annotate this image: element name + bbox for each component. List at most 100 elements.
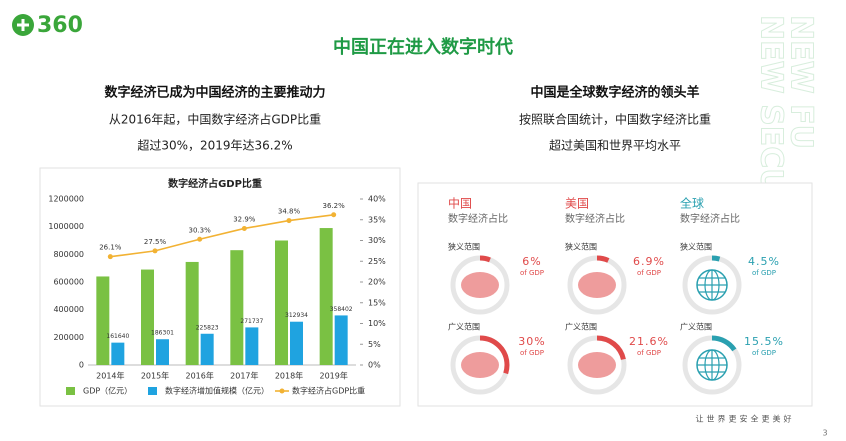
y2-tick-label: 0%: [368, 361, 381, 370]
bar: [111, 342, 125, 365]
legend-dot: [279, 388, 285, 394]
legend-swatch: [148, 387, 157, 395]
y-tick-label: 200000: [53, 333, 84, 342]
chart-frame: [39, 167, 401, 407]
legend-swatch: [66, 387, 75, 395]
line-point: [331, 212, 337, 218]
chart-title: 数字经济占GDP比重: [168, 177, 262, 190]
bar: [319, 228, 333, 365]
line-point: [241, 225, 247, 231]
scope-label: 狭义范围: [680, 242, 712, 252]
value-unit: of GDP: [637, 349, 661, 357]
map-shape: [578, 352, 616, 378]
line-point: [286, 218, 292, 224]
value-unit: of GDP: [752, 349, 776, 357]
data-label: 30.3%: [189, 226, 212, 234]
legend-label: GDP（亿元）: [83, 386, 132, 396]
slide-title: 中国正在进入数字时代: [333, 36, 513, 58]
legend-label: 数字经济占GDP比重: [292, 386, 365, 396]
line-point: [152, 248, 158, 254]
scope-label: 广义范围: [680, 322, 712, 332]
column-subtitle: 数字经济占比: [565, 212, 625, 225]
column-name: 全球: [680, 196, 704, 211]
logo-plus: [17, 19, 29, 31]
column-name: 美国: [565, 197, 589, 211]
gauge-arc: [682, 255, 742, 315]
x-tick-label: 2017年: [230, 371, 258, 381]
bar: [275, 240, 288, 365]
y-tick-label: 800000: [53, 250, 84, 259]
bar: [200, 333, 214, 365]
y2-tick-label: 15%: [368, 298, 386, 307]
bar: [230, 250, 244, 365]
y2-tick-label: 20%: [368, 278, 386, 287]
value-label: 15.5%: [744, 335, 784, 348]
scope-label: 广义范围: [448, 322, 480, 332]
data-label: 271737: [240, 318, 263, 325]
globe-lines: [697, 270, 727, 300]
map-shape: [461, 352, 499, 378]
bar: [245, 327, 259, 365]
left-heading: 数字经济已成为中国经济的主要推动力: [104, 85, 325, 101]
footer-slogan: 让世界更安全更美好: [696, 414, 795, 424]
x-tick-label: 2019年: [319, 371, 347, 381]
value-unit: of GDP: [520, 269, 544, 277]
gauge-arc: [450, 255, 510, 315]
right-heading: 中国是全球数字经济的领头羊: [530, 85, 699, 101]
bar: [185, 261, 199, 365]
data-label: 32.9%: [233, 215, 256, 223]
x-tick-label: 2015年: [141, 371, 169, 381]
watermark: NEW FU: [784, 15, 819, 149]
x-tick-label: 2014年: [96, 371, 124, 381]
data-label: 225823: [196, 324, 219, 331]
value-label: 6%: [522, 255, 541, 268]
bar: [290, 321, 303, 365]
y2-tick-label: 10%: [368, 319, 386, 328]
value-unit: of GDP: [637, 269, 661, 277]
data-label: 34.8%: [278, 208, 301, 216]
data-label: 36.2%: [323, 202, 346, 210]
bar: [334, 315, 348, 365]
scope-label: 广义范围: [565, 322, 597, 332]
value-unit: of GDP: [520, 349, 544, 357]
line: [110, 213, 334, 258]
gauge-arc: [567, 255, 627, 315]
data-label: 186301: [151, 330, 174, 337]
y-tick-label: 0: [79, 361, 84, 370]
y-tick-label: 600000: [53, 278, 84, 287]
y-tick-label: 400000: [53, 305, 84, 314]
x-tick-label: 2018年: [275, 371, 303, 381]
page-number: 3: [822, 429, 827, 438]
left-line: 从2016年起，中国数字经济占GDP比重: [109, 112, 321, 127]
y2-tick-label: 30%: [368, 236, 386, 245]
bar: [141, 269, 154, 365]
logo-text: 360: [37, 13, 83, 38]
value-label: 30%: [518, 335, 545, 348]
data-label: 312934: [285, 312, 308, 319]
data-label: 26.1%: [99, 244, 122, 252]
bar: [156, 339, 169, 365]
bar: [96, 276, 110, 365]
y-tick-label: 1000000: [48, 222, 84, 231]
right-line: 按照联合国统计，中国数字经济比重: [519, 112, 711, 127]
map-shape: [461, 272, 499, 298]
gauge-arc: [567, 335, 627, 395]
scope-label: 狭义范围: [565, 242, 597, 252]
left-line: 超过30%，2019年达36.2%: [137, 138, 292, 153]
y2-tick-label: 35%: [368, 215, 386, 224]
value-label: 4.5%: [748, 255, 780, 268]
right-line: 超过美国和世界平均水平: [549, 138, 681, 153]
line-point: [197, 236, 203, 242]
value-label: 6.9%: [633, 255, 665, 268]
data-label: 27.5%: [144, 238, 167, 246]
value-unit: of GDP: [752, 269, 776, 277]
value-label: 21.6%: [629, 335, 669, 348]
column-name: 中国: [448, 196, 472, 211]
y2-tick-label: 25%: [368, 257, 386, 266]
data-label: 161640: [106, 333, 129, 340]
gauge-arc: [450, 335, 510, 395]
column-subtitle: 数字经济占比: [680, 212, 740, 225]
scope-label: 狭义范围: [448, 242, 480, 252]
gauge-arc: [682, 335, 742, 395]
